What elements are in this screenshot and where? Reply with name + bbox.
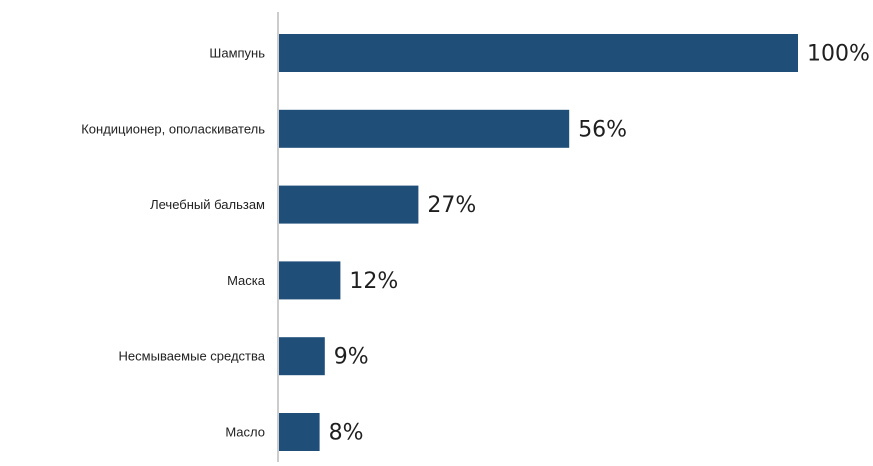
bar — [279, 34, 798, 72]
data-label: 8% — [329, 421, 364, 446]
category-label: Масло — [225, 425, 265, 440]
bars-group — [279, 34, 798, 451]
data-label: 12% — [349, 269, 398, 294]
category-label: Несмываемые средства — [119, 349, 266, 364]
category-label: Кондиционер, ополаскиватель — [81, 121, 265, 136]
bar — [279, 413, 320, 451]
bar — [279, 185, 419, 224]
labels-group: Шампунь 100% Кондиционер, ополаскиватель 56… — [81, 42, 870, 446]
category-label: Лечебный бальзам — [150, 197, 265, 212]
data-label: 56% — [578, 117, 627, 142]
bar — [279, 261, 341, 300]
bar — [279, 109, 570, 148]
data-label: 27% — [427, 193, 476, 218]
data-label: 9% — [334, 345, 369, 370]
bar — [279, 337, 325, 376]
data-label: 100% — [807, 42, 870, 67]
category-label: Маска — [227, 273, 266, 288]
category-label: Шампунь — [209, 46, 265, 61]
